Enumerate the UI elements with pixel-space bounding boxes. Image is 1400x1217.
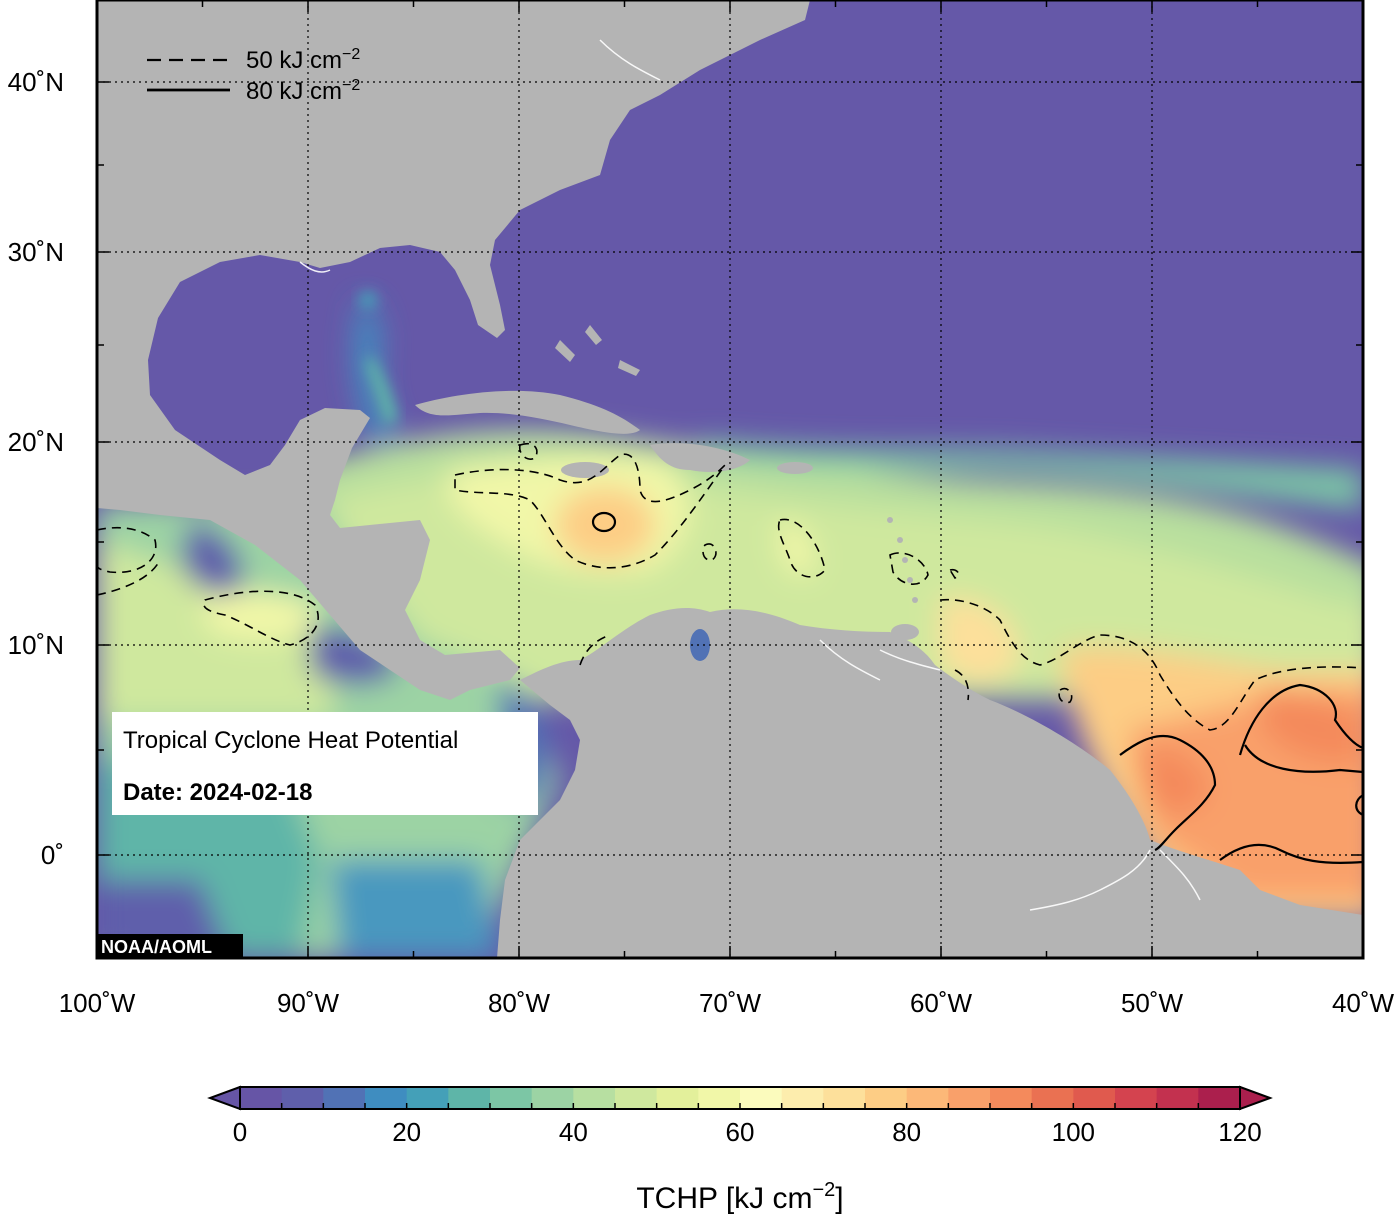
colorbar-label-3: 60 [726, 1117, 755, 1147]
colorbar-title: TCHP [kJ cm−2] [636, 1179, 843, 1215]
colorbar-segment [573, 1087, 616, 1109]
colorbar-segment [448, 1087, 491, 1109]
colorbar-segment [1198, 1087, 1241, 1109]
colorbar-segment [990, 1087, 1033, 1109]
colorbar-label-5: 100 [1052, 1117, 1095, 1147]
colorbar-arrow-low [207, 1085, 241, 1111]
lon-label-2: 80˚W [488, 988, 551, 1018]
land [97, 0, 1363, 958]
loop-current [359, 291, 398, 425]
colorbar-label-1: 20 [392, 1117, 421, 1147]
contour-80 [591, 511, 1363, 864]
lon-label-3: 70˚W [699, 988, 762, 1018]
colorbar-segment [406, 1087, 449, 1109]
colorbar-label-4: 80 [892, 1117, 921, 1147]
land-south-america [497, 608, 1363, 958]
lat-label-1: 30˚N [8, 237, 64, 267]
colorbar: 0 20 40 60 80 100 120 [207, 1085, 1273, 1147]
land-puerto-rico [777, 462, 813, 474]
colorbar-segment [240, 1087, 283, 1109]
frame-ticks [96, 0, 1364, 959]
colorbar-segment [615, 1087, 658, 1109]
colorbar-segment [906, 1087, 949, 1109]
colorbar-label-0: 0 [233, 1117, 247, 1147]
colorbar-segment [1031, 1087, 1074, 1109]
colorbar-segment [281, 1087, 324, 1109]
lat-label-3: 10˚N [8, 630, 64, 660]
colorbar-segment [740, 1087, 783, 1109]
land-jamaica [561, 462, 609, 478]
map-date: Date: 2024-02-18 [123, 779, 312, 806]
contour-legend: 50 kJ cm−2 80 kJ cm−2 [147, 46, 360, 105]
tchp-field [97, 300, 1363, 958]
colorbar-segment [781, 1087, 824, 1109]
colorbar-segment [865, 1087, 908, 1109]
colorbar-segment [1115, 1087, 1158, 1109]
colorbar-label-2: 40 [559, 1117, 588, 1147]
lon-label-1: 90˚W [277, 988, 340, 1018]
credit-badge: NOAA/AOML [97, 934, 243, 958]
lon-label-0: 100˚W [59, 988, 136, 1018]
longitude-labels: 100˚W 90˚W 80˚W 70˚W 60˚W 50˚W 40˚W [59, 988, 1395, 1018]
lat-label-0: 40˚N [8, 67, 64, 97]
lake-maracaibo [690, 629, 710, 661]
map-area: 50 kJ cm−2 80 kJ cm−2 Tropical Cyclone H… [97, 0, 1363, 958]
land-north-america [97, 0, 810, 700]
colorbar-segment [490, 1087, 533, 1109]
latitude-labels: 40˚N 30˚N 20˚N 10˚N 0˚ [8, 67, 64, 870]
colorbar-segment [823, 1087, 866, 1109]
colorbar-arrow-high [1239, 1085, 1273, 1111]
land-cuba [415, 390, 640, 434]
lon-label-5: 50˚W [1121, 988, 1184, 1018]
map-title: Tropical Cyclone Heat Potential [123, 727, 458, 754]
colorbar-segment [365, 1087, 408, 1109]
lon-label-6: 40˚W [1332, 988, 1395, 1018]
colorbar-segment [656, 1087, 699, 1109]
lat-label-4: 0˚ [41, 840, 64, 870]
lon-label-4: 60˚W [910, 988, 973, 1018]
colorbar-segment [948, 1087, 991, 1109]
legend-solid-label: 80 kJ cm−2 [246, 77, 360, 105]
colorbar-segment [1073, 1087, 1116, 1109]
land-hispaniola [650, 443, 750, 472]
colorbar-segment [323, 1087, 366, 1109]
legend-dashed-label: 50 kJ cm−2 [246, 46, 360, 74]
lat-label-2: 20˚N [8, 427, 64, 457]
colorbar-segment [531, 1087, 574, 1109]
credit-text: NOAA/AOML [101, 937, 212, 957]
colorbar-label-6: 120 [1218, 1117, 1261, 1147]
colorbar-segment [698, 1087, 741, 1109]
title-box: Tropical Cyclone Heat Potential Date: 20… [112, 712, 538, 815]
contour-50 [97, 442, 1363, 731]
colorbar-segment [1156, 1087, 1199, 1109]
